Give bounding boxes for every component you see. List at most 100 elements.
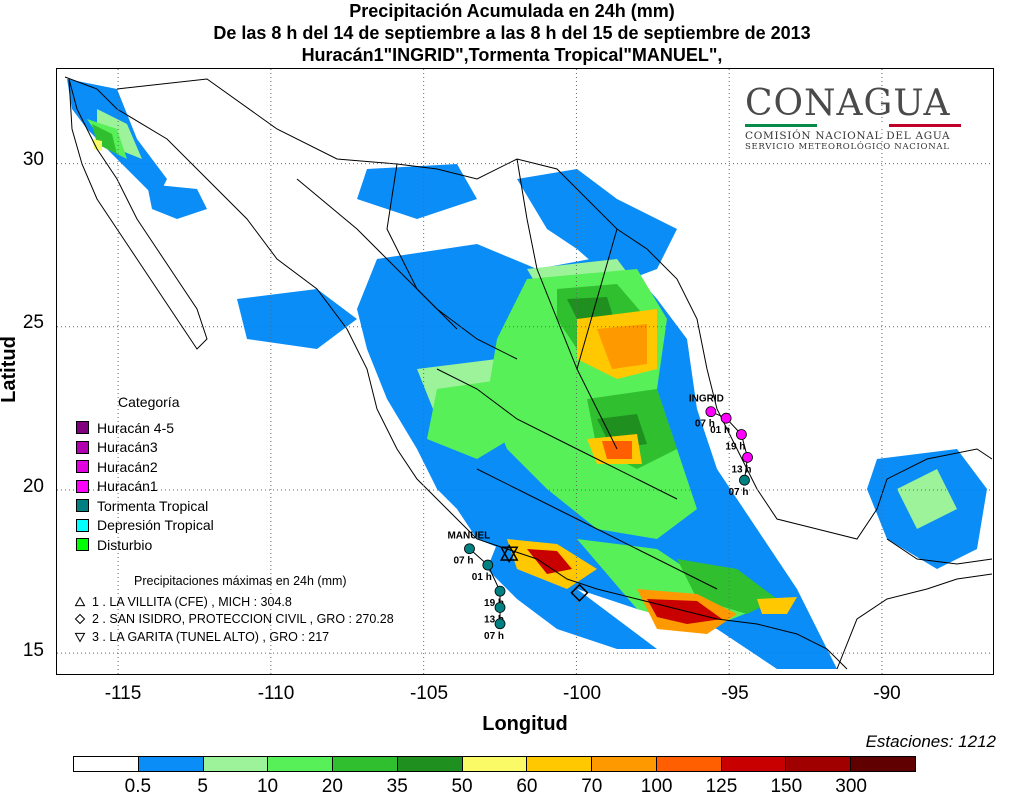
category-legend: Categoría Huracán 4-5 Huracán3 Huracán2 Hur… xyxy=(76,394,214,555)
title-line-2: De las 8 h del 14 de septiembre a las 8 … xyxy=(213,23,811,43)
max-precip-markers xyxy=(499,544,589,602)
max-precip-legend: Precipitaciones máximas en 24h (mm) 1 . … xyxy=(74,574,394,646)
category-swatch xyxy=(76,440,89,454)
max-precip-symbol-icon xyxy=(74,632,86,643)
y-axis-label: Latitud xyxy=(0,336,20,403)
logo-brand: CONAGUA xyxy=(745,83,951,124)
precipitation-map: 07 h 01 h 19 h 13 h 07 h INGRID 07 h 01 h 19 h 13… xyxy=(56,68,994,675)
category-swatch xyxy=(76,421,89,435)
colorbar-tick-label: 10 xyxy=(256,776,279,797)
storm-track-point xyxy=(482,559,494,571)
lat-lon-grid xyxy=(57,69,993,674)
colorbar-box xyxy=(527,757,593,771)
colorbar-box xyxy=(138,757,204,771)
category-legend-title: Categoría xyxy=(118,394,180,410)
category-legend-item: Tormenta Tropical xyxy=(76,496,214,516)
storm-time-label: 01 h xyxy=(710,425,730,436)
x-axis-label: Longitud xyxy=(482,713,568,735)
max-precip-marker xyxy=(499,546,519,564)
storm-time-label: 01 h xyxy=(472,572,492,583)
lon-tick-label: -90 xyxy=(873,683,901,704)
colorbar-box xyxy=(462,757,528,771)
storm-time-label: 07 h xyxy=(484,631,504,642)
colorbar xyxy=(73,756,916,772)
stations-count: Estaciones: 1212 xyxy=(865,732,996,751)
lat-tick-label: 20 xyxy=(22,476,44,497)
storm-track-point xyxy=(494,602,506,613)
max-precip-item: 1 . LA VILLITA (CFE) , MICH : 304.8 xyxy=(74,593,394,611)
storm-name-label: INGRID xyxy=(689,394,724,405)
storm-name-label: MANUEL xyxy=(447,531,490,542)
title-line-1: Precipitación Acumulada en 24h (mm) xyxy=(349,1,675,21)
category-label: Tormenta Tropical xyxy=(97,497,209,514)
storm-track-point xyxy=(736,429,747,440)
max-precip-item: 3 . LA GARITA (TUNEL ALTO) , GRO : 217 xyxy=(74,628,394,646)
colorbar-box xyxy=(721,757,787,771)
lon-tick-label: -100 xyxy=(562,683,602,704)
colorbar-box xyxy=(656,757,722,771)
colorbar-box xyxy=(203,757,269,771)
colorbar-tick-label: 125 xyxy=(705,776,738,797)
storm-time-label: 13 h xyxy=(732,464,752,475)
lat-tick-label: 30 xyxy=(22,149,44,170)
colorbar-box xyxy=(851,757,915,771)
lon-tick-label: -115 xyxy=(104,683,142,704)
max-precip-symbol-icon xyxy=(74,596,86,606)
colorbar-box xyxy=(333,757,398,771)
colorbar-tick-label: 70 xyxy=(581,776,603,797)
colorbar-box xyxy=(74,757,139,771)
storm-time-label: 19 h xyxy=(725,442,745,453)
lon-tick-label: -95 xyxy=(721,683,749,704)
max-precip-title: Precipitaciones máximas en 24h (mm) xyxy=(134,574,347,588)
colorbar-tick-label: 300 xyxy=(835,776,867,797)
storm-time-label: 13 h xyxy=(484,614,504,625)
storm-track-point xyxy=(494,585,506,597)
colorbar-tick-label: 35 xyxy=(386,776,408,797)
category-label: Huracán1 xyxy=(97,478,158,495)
category-label: Huracán 4-5 xyxy=(97,419,175,436)
max-precip-symbol-icon xyxy=(74,614,86,625)
category-swatch xyxy=(76,499,89,513)
logo-line-2: SERVICIO METEOROLÓGICO NACIONAL xyxy=(745,142,950,152)
coastline xyxy=(64,76,993,670)
category-swatch xyxy=(76,538,89,552)
storm-time-label: 19 h xyxy=(484,598,504,609)
colorbar-tick-label: 50 xyxy=(451,776,473,797)
max-precip-label: 2 . SAN ISIDRO, PROTECCION CIVIL , GRO :… xyxy=(92,612,394,627)
rain-field-100-plus xyxy=(92,139,722,624)
storm-track-point xyxy=(720,412,732,424)
category-label: Disturbio xyxy=(97,536,153,553)
max-precip-label: 1 . LA VILLITA (CFE) , MICH : 304.8 xyxy=(92,594,292,609)
storm-track-point xyxy=(705,406,717,418)
category-swatch xyxy=(76,479,89,493)
colorbar-box xyxy=(786,757,852,771)
colorbar-tick-label: 60 xyxy=(516,776,538,797)
title-line-3: Huracán1"INGRID",Tormenta Tropical"MANUE… xyxy=(301,45,723,65)
max-precip-item: 2 . SAN ISIDRO, PROTECCION CIVIL , GRO :… xyxy=(74,611,394,629)
colorbar-tick-label: 150 xyxy=(770,776,803,797)
category-label: Huracán2 xyxy=(97,458,158,475)
storm-time-label: 07 h xyxy=(728,487,748,498)
colorbar-box xyxy=(592,757,657,771)
storm-track-point xyxy=(739,474,750,486)
category-legend-item: Huracán3 xyxy=(76,438,214,458)
colorbar-tick-label: 5 xyxy=(197,776,208,797)
colorbar-tick-label: 100 xyxy=(640,776,673,797)
storm-time-label: 07 h xyxy=(695,419,715,430)
conagua-logo: CONAGUA COMISIÓN NACIONAL DEL AGUA SERVI… xyxy=(745,86,961,162)
category-legend-item: Huracán2 xyxy=(76,457,214,477)
category-legend-item: Depresión Tropical xyxy=(76,516,214,536)
colorbar-tick-label: 20 xyxy=(321,776,343,797)
logo-flag-bar xyxy=(745,124,961,127)
category-legend-item: Huracán 4-5 xyxy=(76,418,214,438)
category-legend-item: Disturbio xyxy=(76,535,214,555)
category-swatch xyxy=(76,460,89,474)
colorbar-tick-label: 0.5 xyxy=(124,776,152,797)
max-precip-marker xyxy=(499,544,519,561)
storm-track-point xyxy=(464,543,475,555)
max-precip-label: 3 . LA GARITA (TUNEL ALTO) , GRO : 217 xyxy=(92,629,330,644)
category-swatch xyxy=(76,518,89,532)
lon-tick-label: -105 xyxy=(409,683,449,704)
